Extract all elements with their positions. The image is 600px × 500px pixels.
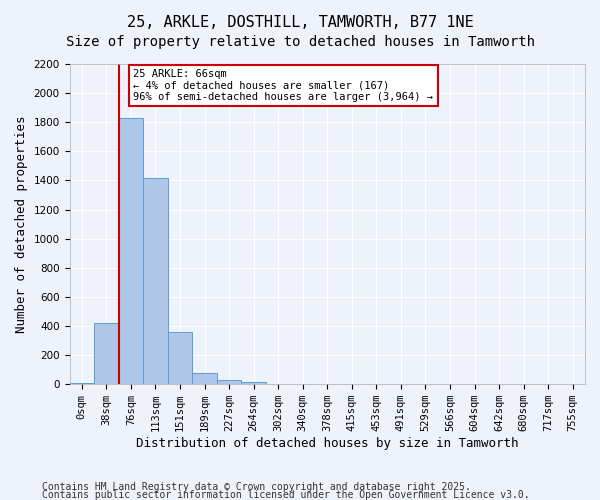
Bar xyxy=(168,332,192,384)
Bar xyxy=(192,374,217,384)
Y-axis label: Number of detached properties: Number of detached properties xyxy=(15,116,28,333)
Bar xyxy=(217,380,241,384)
Text: 25 ARKLE: 66sqm
← 4% of detached houses are smaller (167)
96% of semi-detached h: 25 ARKLE: 66sqm ← 4% of detached houses … xyxy=(133,69,433,102)
Text: 25, ARKLE, DOSTHILL, TAMWORTH, B77 1NE: 25, ARKLE, DOSTHILL, TAMWORTH, B77 1NE xyxy=(127,15,473,30)
Bar xyxy=(119,118,143,384)
Bar xyxy=(143,178,168,384)
X-axis label: Distribution of detached houses by size in Tamworth: Distribution of detached houses by size … xyxy=(136,437,518,450)
Bar xyxy=(94,323,119,384)
Bar xyxy=(241,382,266,384)
Text: Contains public sector information licensed under the Open Government Licence v3: Contains public sector information licen… xyxy=(42,490,530,500)
Text: Contains HM Land Registry data © Crown copyright and database right 2025.: Contains HM Land Registry data © Crown c… xyxy=(42,482,471,492)
Text: Size of property relative to detached houses in Tamworth: Size of property relative to detached ho… xyxy=(65,35,535,49)
